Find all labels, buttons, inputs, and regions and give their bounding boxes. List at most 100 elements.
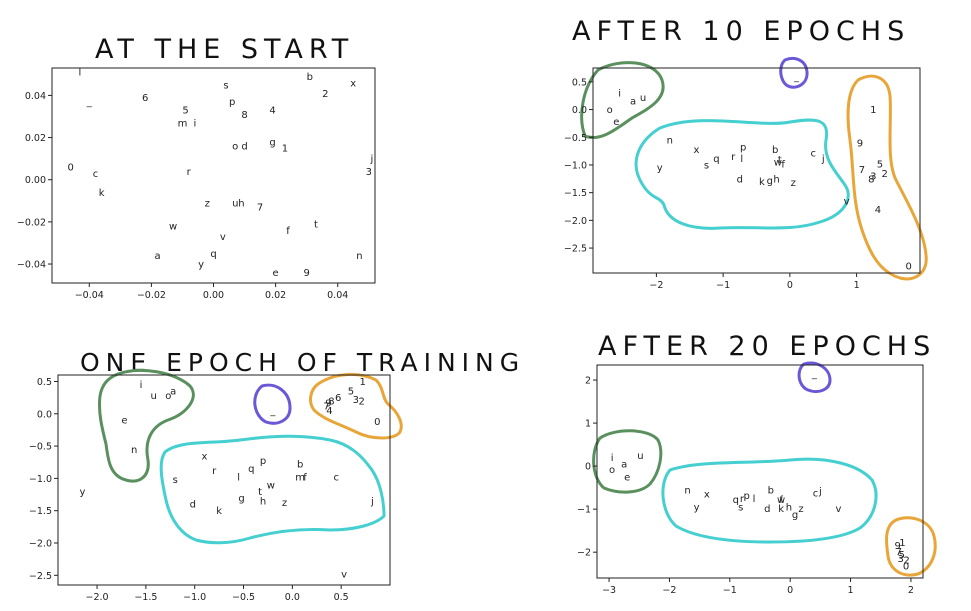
scatter-point-label: 0 xyxy=(905,261,911,272)
y-tick-label: −1.5 xyxy=(29,506,52,517)
x-tick-label: −2 xyxy=(662,585,676,596)
space-cluster-outline xyxy=(797,361,832,394)
scatter-point-label: 7 xyxy=(323,402,329,413)
scatter-point-label: f xyxy=(286,226,290,237)
scatter-point-label: b xyxy=(307,72,313,83)
scatter-point-label: 7 xyxy=(896,547,902,558)
scatter-point-label: a xyxy=(155,251,161,262)
plot-frame xyxy=(57,374,391,586)
y-tick-label: 0.5 xyxy=(572,77,587,88)
y-tick-label: −0.5 xyxy=(564,133,587,144)
scatter-point-label: q xyxy=(210,249,216,260)
scatter-point-label: b xyxy=(297,460,303,471)
scatter-point-label: 5 xyxy=(899,550,905,561)
scatter-point-label: g xyxy=(238,493,244,504)
title-after-20-epochs: AFTER 20 EPOCHS xyxy=(598,331,936,362)
scatter-point-label: f xyxy=(303,473,307,484)
scatter-point-label: i xyxy=(140,380,143,391)
scatter-point-label: n xyxy=(131,445,137,456)
y-tick-label: 1 xyxy=(585,419,591,430)
scatter-point-label: 1 xyxy=(359,377,365,388)
scatter-point-label: 3 xyxy=(353,395,359,406)
scatter-point-label: c xyxy=(813,488,819,499)
scatter-point-label: w xyxy=(169,222,177,233)
y-tick-label: 0.5 xyxy=(37,377,52,388)
scatter-point-label: 4 xyxy=(326,406,332,417)
scatter-point-label: n xyxy=(356,251,362,262)
scatter-point-label: i xyxy=(618,88,621,99)
scatter-point-label: y xyxy=(694,503,700,514)
y-tick-label: 0 xyxy=(585,462,591,473)
x-tick-label: −2 xyxy=(649,280,663,291)
scatter-point-label: 2 xyxy=(322,89,328,100)
scatter-point-label: 7 xyxy=(257,203,263,214)
scatter-point-label: p xyxy=(744,491,750,502)
scatter-point-label: 2 xyxy=(358,396,364,407)
scatter-point-label: o xyxy=(165,391,171,402)
scatter-point-label: x xyxy=(350,78,356,89)
scatter-point-label: i xyxy=(193,118,196,129)
scatter-point-label: 1 xyxy=(870,105,876,116)
scatter-point-label: h xyxy=(773,174,779,185)
scatter-point-label: y xyxy=(198,260,204,271)
scatter-point-label: _ xyxy=(86,97,93,108)
scatter-point-label: p xyxy=(740,143,746,154)
y-tick-label: 0.04 xyxy=(25,91,46,102)
x-tick-label: 2 xyxy=(908,585,914,596)
scatter-point-label: u xyxy=(637,451,643,462)
x-tick-label: −1.0 xyxy=(183,592,206,603)
scatter-point-label: d xyxy=(190,500,196,511)
scatter-point-label: v xyxy=(220,232,226,243)
scatter-point-label: t xyxy=(258,487,262,498)
y-tick-label: −2.0 xyxy=(29,539,52,550)
scatter-point-label: 6 xyxy=(142,93,148,104)
scatter-point-label: f xyxy=(779,495,783,506)
scatter-point-label: a xyxy=(170,387,176,398)
scatter-point-label: l xyxy=(753,494,756,505)
scatter-point-label: 2 xyxy=(881,169,887,180)
scatter-point-label: s xyxy=(173,475,178,486)
scatter-point-label: r xyxy=(212,466,217,477)
space-cluster-outline xyxy=(253,383,292,425)
y-tick-label: −2.0 xyxy=(564,216,587,227)
x-tick-label: 0 xyxy=(787,585,793,596)
y-tick-label: −1.0 xyxy=(564,160,587,171)
scatter-point-label: r xyxy=(187,167,192,178)
scatter-point-label: x xyxy=(704,490,710,501)
scatter-point-label: 1 xyxy=(899,538,905,549)
scatter-point-label: 9 xyxy=(303,268,309,279)
scatter-point-label: g xyxy=(269,137,275,148)
scatter-point-label: 0 xyxy=(374,417,380,428)
scatter-point-label: t xyxy=(314,219,318,230)
vowel-cluster-outline xyxy=(580,61,665,139)
scatter-point-label: 4 xyxy=(269,106,275,117)
scatter-point-label: f xyxy=(781,159,785,170)
y-tick-label: −0.02 xyxy=(17,217,46,228)
y-tick-label: −2 xyxy=(577,548,591,559)
y-tick-label: 0.00 xyxy=(25,175,46,186)
digit-cluster-outline xyxy=(846,74,928,281)
scatter-point-label: m xyxy=(295,473,305,484)
plot-frame xyxy=(596,364,924,579)
title-one-epoch-of-training: ONE EPOCH OF TRAINING xyxy=(80,348,525,377)
digit-cluster-outline xyxy=(884,516,937,577)
scatter-point-label: q xyxy=(248,464,254,475)
scatter-point-label: l xyxy=(79,68,82,79)
y-tick-label: −0.5 xyxy=(29,442,52,453)
consonant-cluster-outline xyxy=(661,457,878,544)
scatter-point-label: z xyxy=(791,178,796,189)
scatter-point-label: h xyxy=(238,198,244,209)
scatter-point-label: w xyxy=(267,480,275,491)
scatter-panel-after-10-epochs: −2 −1 0 1 0.5 0.0 −0.5 −1.0 −1.5 −2.0 −2.5 _ia u oe n x… xyxy=(564,67,921,291)
scatter-point-label: 8 xyxy=(328,396,334,407)
scatter-point-label: c xyxy=(810,148,816,159)
scatter-point-label: 3 xyxy=(897,554,903,565)
y-tick-label: 2 xyxy=(585,376,591,387)
vowel-cluster-outline xyxy=(98,368,195,483)
y-tick-label: −1.0 xyxy=(29,474,52,485)
scatter-point-label: l xyxy=(740,154,743,165)
scatter-point-label: z xyxy=(205,198,210,209)
scatter-point-label: m xyxy=(178,118,188,129)
scatter-point-label: d xyxy=(241,141,247,152)
scatter-point-label: 6 xyxy=(335,393,341,404)
